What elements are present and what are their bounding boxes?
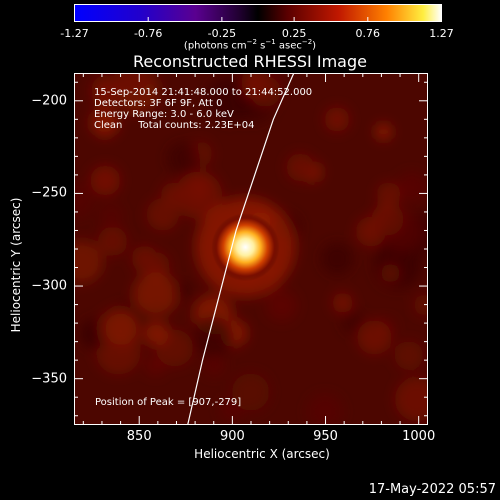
mottle-blob	[114, 73, 151, 92]
mottle-blob	[320, 242, 354, 275]
footer-date: 17-May-2022 05:57	[368, 482, 496, 497]
mottle-blob	[99, 203, 123, 228]
mottle-blob	[394, 340, 424, 371]
mottle-blob	[90, 108, 119, 137]
mottle-blob	[92, 86, 115, 109]
mottle-blob	[174, 171, 223, 219]
mottle-blob	[74, 240, 103, 284]
y-tick-label: −300	[31, 278, 67, 294]
mottle-blob	[395, 377, 428, 422]
chart-title: Reconstructed RHESSI Image	[133, 52, 367, 71]
y-tick-label: −200	[31, 93, 67, 109]
colorbar-tick-label: -0.76	[133, 27, 163, 40]
mottle-blob	[144, 354, 167, 377]
annotation-energy: Energy Range: 3.0 - 6.0 keV	[94, 109, 234, 120]
mottle-blob	[192, 316, 234, 358]
mottle-blob	[166, 142, 200, 175]
axis-ticks	[74, 73, 428, 425]
colorbar-tick-label: 1.27	[429, 27, 454, 40]
y-tick-label: −350	[31, 371, 67, 387]
mottle-blob	[90, 165, 121, 196]
annotation-detectors: Detectors: 3F 6F 9F, Att 0	[94, 98, 223, 109]
mottle-blob	[206, 76, 254, 124]
annotation-peak-position: Position of Peak = [907,-279]	[95, 397, 242, 408]
plot-area	[74, 73, 428, 425]
mottle-blob	[74, 182, 94, 217]
y-axis-label: Heliocentric Y (arcsec)	[9, 197, 23, 333]
y-tick-label: −250	[31, 185, 67, 201]
mottle-blob	[381, 263, 400, 283]
mottle-blob	[265, 289, 298, 322]
mottle-blob	[104, 310, 139, 346]
mottle-blob	[414, 294, 428, 316]
peak-source	[211, 213, 280, 282]
mottle-blob	[203, 354, 225, 377]
colorbar-tick-label: 0.25	[281, 27, 307, 40]
mottle-blob	[98, 226, 128, 256]
mottle-blob	[231, 373, 270, 411]
x-tick-label: 1000	[402, 429, 436, 444]
x-axis-label: Heliocentric X (arcsec)	[194, 447, 330, 461]
x-tick-label: 900	[219, 429, 245, 444]
image-mottle	[74, 73, 428, 425]
annotation-clean: Clean Total counts: 2.23E+04	[94, 120, 255, 131]
solar-limb	[187, 73, 295, 425]
mottle-blob	[324, 107, 350, 132]
mottle-blob	[146, 198, 179, 231]
colorbar-ticks	[74, 17, 442, 22]
mottle-blob	[131, 245, 158, 272]
mottle-blob	[286, 153, 315, 182]
mottle-blob	[379, 209, 424, 254]
x-tick-label: 850	[126, 429, 152, 444]
mottle-blob	[397, 172, 428, 203]
colorbar-tick-label: 0.76	[355, 27, 381, 40]
mottle-blob	[249, 76, 281, 107]
mottle-blob	[174, 280, 193, 299]
mottle-blob	[357, 320, 392, 355]
colorbar-tick-label: -0.25	[207, 27, 237, 40]
colorbar-tick-label: -1.27	[60, 27, 89, 40]
colorbar-unit-label: (photons cm−2 s−1 asec−2)	[183, 38, 317, 52]
colorbar-bar	[74, 4, 442, 22]
mottle-blob	[133, 271, 178, 317]
mottle-blob	[332, 292, 353, 313]
x-tick-label: 950	[313, 429, 338, 444]
mottle-blob	[143, 320, 170, 347]
mottle-blob	[307, 393, 343, 425]
colorbar	[74, 4, 442, 22]
annotation-time: 15-Sep-2014 21:41:48.000 to 21:44:52.000	[94, 87, 313, 98]
mottle-blob	[375, 123, 392, 140]
mottle-blob	[376, 182, 401, 207]
